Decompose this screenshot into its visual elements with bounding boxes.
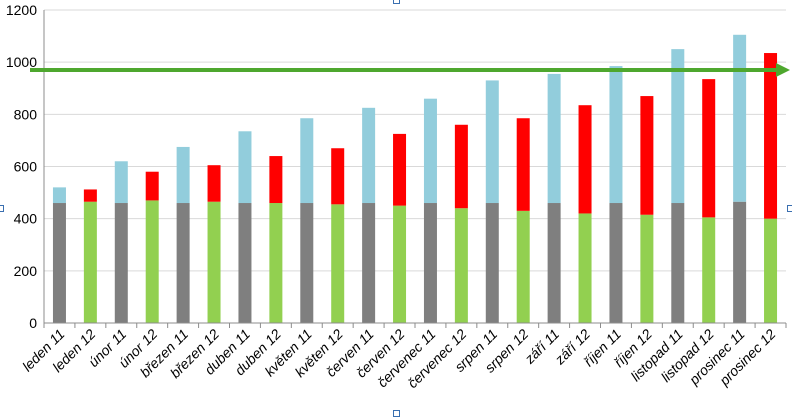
bar-segment bbox=[362, 107, 376, 204]
selection-handle-left[interactable] bbox=[0, 205, 4, 212]
bar-segment bbox=[300, 203, 314, 323]
bar-segment bbox=[423, 203, 437, 323]
gridlines bbox=[44, 9, 786, 272]
bar-segment bbox=[83, 189, 97, 202]
bar-segment bbox=[269, 203, 283, 323]
bar-segment bbox=[176, 203, 190, 323]
bar-segment bbox=[702, 217, 716, 323]
bar-segment bbox=[454, 124, 468, 209]
bar-segment bbox=[269, 156, 283, 204]
y-tick-label: 800 bbox=[14, 106, 38, 122]
selection-handle-bottom[interactable] bbox=[393, 410, 400, 417]
bar-segment bbox=[114, 203, 128, 323]
bar-segment bbox=[114, 161, 128, 204]
bar-segment bbox=[733, 201, 747, 323]
bar-segment bbox=[52, 203, 66, 323]
bar-segment bbox=[640, 96, 654, 215]
bar-segment bbox=[238, 131, 252, 204]
bar-segment bbox=[485, 203, 499, 323]
bar-segment bbox=[52, 187, 66, 204]
bar-segment bbox=[145, 200, 159, 323]
y-axis: 0 200 400 600 800 1000 1200 bbox=[6, 2, 45, 331]
reference-arrowhead bbox=[776, 62, 790, 77]
reference-arrow bbox=[30, 62, 790, 77]
selection-handle-right[interactable] bbox=[787, 205, 792, 212]
bar-segment bbox=[393, 133, 407, 206]
bar-segment bbox=[764, 218, 778, 323]
bar-segment bbox=[609, 66, 623, 204]
bar-segment bbox=[83, 201, 97, 323]
bar-segment bbox=[362, 203, 376, 323]
bar-segment bbox=[300, 118, 314, 204]
bar-segment bbox=[207, 201, 221, 323]
bar-segment bbox=[516, 210, 530, 323]
bar-segment bbox=[764, 53, 778, 219]
bar-segment bbox=[176, 146, 190, 204]
bar-segment bbox=[485, 80, 499, 204]
bar-segment bbox=[516, 118, 530, 211]
bar-segment bbox=[609, 203, 623, 323]
bar-segment bbox=[238, 203, 252, 323]
bar-segment bbox=[207, 165, 221, 202]
bar-segment bbox=[454, 208, 468, 323]
selection-handle-top[interactable] bbox=[393, 0, 400, 4]
bar-segment bbox=[331, 204, 345, 323]
bars bbox=[52, 34, 778, 323]
y-tick-label: 400 bbox=[14, 211, 38, 227]
bar-segment bbox=[578, 105, 592, 214]
bar-segment bbox=[733, 34, 747, 202]
bar-segment bbox=[423, 98, 437, 204]
bar-segment bbox=[331, 148, 345, 205]
y-tick-label: 1200 bbox=[6, 2, 37, 18]
bar-segment bbox=[702, 79, 716, 218]
bar-segment bbox=[671, 203, 685, 323]
bar-segment bbox=[547, 203, 561, 323]
y-tick-label: 200 bbox=[14, 263, 38, 279]
bar-segment bbox=[640, 214, 654, 323]
y-tick-label: 0 bbox=[29, 315, 37, 331]
bar-segment bbox=[145, 171, 159, 201]
bar-segment bbox=[393, 205, 407, 323]
y-tick-label: 1000 bbox=[6, 54, 37, 70]
bar-segment bbox=[578, 213, 592, 323]
bar-segment bbox=[671, 49, 685, 204]
y-tick-label: 600 bbox=[14, 159, 38, 175]
bar-segment bbox=[547, 73, 561, 204]
